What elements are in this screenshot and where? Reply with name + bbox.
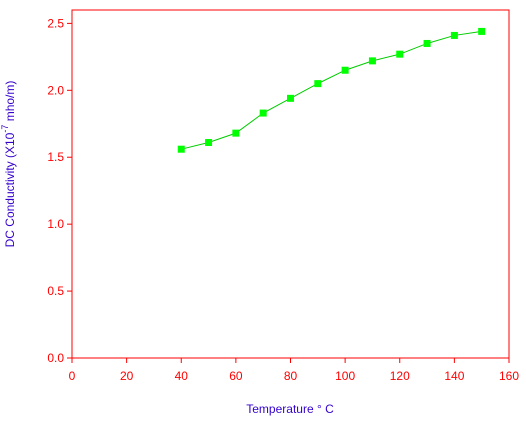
data-point xyxy=(450,31,458,39)
data-point xyxy=(259,109,267,117)
y-tick-label: 1.0 xyxy=(47,217,64,231)
data-point xyxy=(205,139,213,147)
y-tick-label: 0.0 xyxy=(47,351,64,365)
x-tick-label: 160 xyxy=(499,369,519,383)
data-point xyxy=(232,129,240,137)
y-tick-label: 1.5 xyxy=(47,150,64,164)
data-point xyxy=(478,27,486,35)
x-tick-label: 80 xyxy=(284,369,298,383)
y-title-sup: -7 xyxy=(0,125,10,133)
x-tick-label: 40 xyxy=(175,369,189,383)
x-tick-label: 20 xyxy=(120,369,134,383)
plot-frame xyxy=(71,9,510,359)
data-point xyxy=(287,94,294,102)
series-line xyxy=(181,30,482,150)
data-point xyxy=(423,39,431,47)
y-tick-label: 2.5 xyxy=(47,16,64,30)
y-tick-label: 0.5 xyxy=(47,284,64,298)
y-axis-title: DC Conductivity (X10-7 mho/m) xyxy=(0,81,17,248)
y-tick-label: 2.0 xyxy=(47,83,64,97)
x-tick-label: 0 xyxy=(69,369,76,383)
data-point xyxy=(396,50,404,58)
data-point xyxy=(341,66,349,74)
x-axis-title: Temperature ° C xyxy=(246,402,334,416)
data-point xyxy=(177,145,185,153)
x-tick-label: 140 xyxy=(444,369,464,383)
x-tick-label: 100 xyxy=(335,369,355,383)
y-title-unit: mho/m) xyxy=(3,81,17,125)
x-tick-label: 60 xyxy=(229,369,243,383)
x-tick-label: 120 xyxy=(390,369,410,383)
y-title-main: DC Conductivity (X10 xyxy=(3,132,17,247)
data-point xyxy=(314,80,322,88)
data-point xyxy=(368,57,376,65)
